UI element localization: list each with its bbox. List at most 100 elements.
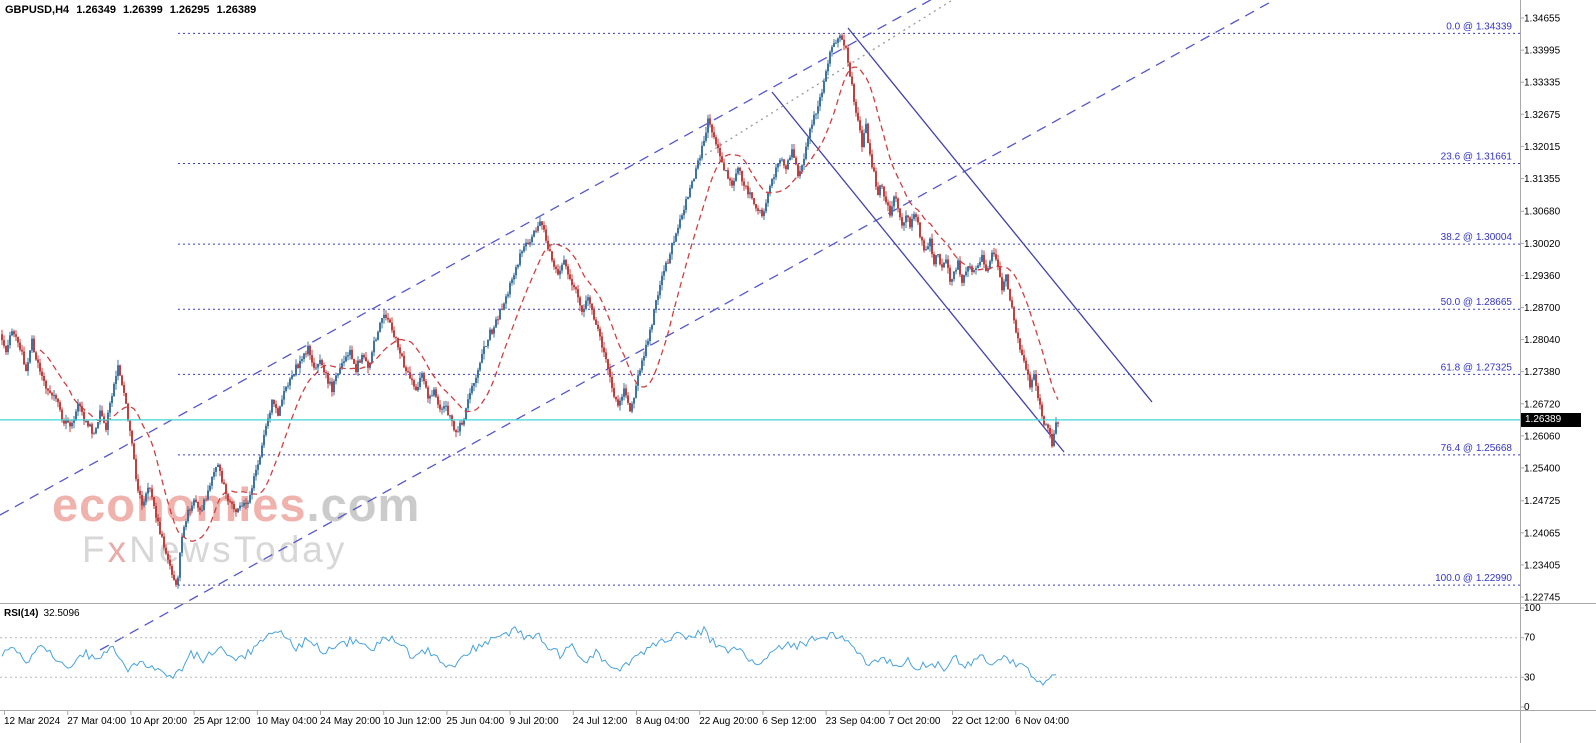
candle-body xyxy=(519,253,521,265)
candle-body xyxy=(87,420,89,427)
candle-body xyxy=(93,433,95,435)
candle-body xyxy=(279,406,281,416)
candle-body xyxy=(55,395,57,399)
candle-body xyxy=(455,430,457,433)
candle-body xyxy=(245,502,247,505)
candle-body xyxy=(965,271,967,276)
moving-average-line[interactable] xyxy=(39,66,1059,542)
candle-body xyxy=(939,254,941,265)
price-tick-label: 1.31355 xyxy=(1524,174,1561,185)
candle-body xyxy=(265,426,267,435)
candle-body xyxy=(841,35,843,40)
candle-body xyxy=(899,208,901,218)
trendlines[interactable] xyxy=(0,0,1285,651)
candle-body xyxy=(901,217,903,226)
candle-body xyxy=(185,521,187,528)
candle-body xyxy=(629,402,631,412)
candle-body xyxy=(561,264,563,271)
price-tick-label: 1.26720 xyxy=(1524,399,1561,410)
candle-body xyxy=(887,202,889,206)
time-tick-label: 10 Jun 12:00 xyxy=(383,716,441,727)
fib-retracement[interactable]: 0.0 @ 1.34339 23.6 @ 1.31661 38.2 @ 1.3000… xyxy=(178,21,1520,586)
candle-body xyxy=(789,157,791,161)
candle-body xyxy=(151,488,153,498)
descending-channel-lower-line[interactable] xyxy=(771,91,1065,453)
candle-body xyxy=(833,42,835,48)
candle-body xyxy=(189,509,191,511)
ascending-channel-upper-line[interactable] xyxy=(0,0,945,516)
candle-body xyxy=(293,375,295,377)
candle-body xyxy=(127,403,129,421)
ascending-channel-lower-line[interactable] xyxy=(99,0,1285,651)
candle-body xyxy=(861,130,863,147)
candle-body xyxy=(665,262,667,271)
candle-body xyxy=(351,349,353,359)
candle-body xyxy=(637,375,639,386)
candle-body xyxy=(985,264,987,272)
candle-body xyxy=(813,114,815,125)
candle-body xyxy=(153,497,155,507)
candle-body xyxy=(9,335,11,346)
candle-body xyxy=(131,430,133,444)
candle-body xyxy=(953,271,955,280)
time-tick-label: 24 May 20:00 xyxy=(320,716,381,727)
candle-body xyxy=(777,163,779,168)
candle-body xyxy=(1025,360,1027,370)
candle-body xyxy=(619,400,621,406)
candle-body xyxy=(33,338,35,353)
candle-body xyxy=(549,249,551,252)
candle-body xyxy=(697,160,699,169)
candle-body xyxy=(605,352,607,360)
rsi-axis-label: 70 xyxy=(1524,633,1536,644)
candle-body xyxy=(233,503,235,510)
candle-body xyxy=(569,274,571,280)
candle-body xyxy=(893,196,895,207)
candle-body xyxy=(199,507,201,511)
candle-body xyxy=(193,499,195,506)
channel-median-dotted-line[interactable] xyxy=(699,0,962,159)
candle-body xyxy=(291,375,293,379)
candle-body xyxy=(387,317,389,320)
candle-body xyxy=(479,362,481,371)
current-price-value: 1.26389 xyxy=(1525,413,1562,425)
candle-body xyxy=(129,420,131,431)
candle-body xyxy=(873,167,875,172)
candle-body xyxy=(27,362,29,372)
quote-close: 1.26389 xyxy=(216,4,257,16)
candle-body xyxy=(853,84,855,102)
candle-body xyxy=(335,375,337,382)
descending-channel-upper-line[interactable] xyxy=(847,27,1153,403)
candle-body xyxy=(769,186,771,194)
candle-body xyxy=(223,482,225,485)
candle-body xyxy=(167,553,169,560)
candle-body xyxy=(807,138,809,147)
candle-body xyxy=(927,246,929,250)
candle-body xyxy=(11,331,13,336)
candle-body xyxy=(255,469,257,477)
candle-body xyxy=(849,62,851,77)
candle-body xyxy=(497,319,499,321)
candle-body xyxy=(81,405,83,412)
rsi-axis[interactable]: 100 70 30 0 xyxy=(1520,603,1541,713)
candle-body xyxy=(495,319,497,328)
candle-body xyxy=(703,140,705,146)
time-axis[interactable]: 12 Mar 2024 27 Mar 04:00 10 Apr 20:00 25 Ap… xyxy=(4,711,1070,727)
candle-body xyxy=(345,356,347,362)
candle-body xyxy=(1031,379,1033,388)
candle-body xyxy=(1033,374,1035,380)
candle-body xyxy=(877,186,879,196)
fib-label: 100.0 @ 1.22990 xyxy=(1435,573,1512,584)
fib-label: 76.4 @ 1.25668 xyxy=(1441,443,1513,454)
candle-body xyxy=(725,170,727,172)
candle-body xyxy=(359,360,361,363)
fib-label: 50.0 @ 1.28665 xyxy=(1441,297,1513,308)
price-axis[interactable]: 1.34655 1.33995 1.33335 1.32675 1.32015 1.313… xyxy=(1520,14,1561,604)
candle-body xyxy=(399,347,401,354)
candle-body xyxy=(621,396,623,401)
candle-body xyxy=(803,158,805,166)
candle-body xyxy=(331,381,333,393)
candle-body xyxy=(287,385,289,387)
price-tick-label: 1.27380 xyxy=(1524,367,1561,378)
candle-body xyxy=(603,347,605,353)
